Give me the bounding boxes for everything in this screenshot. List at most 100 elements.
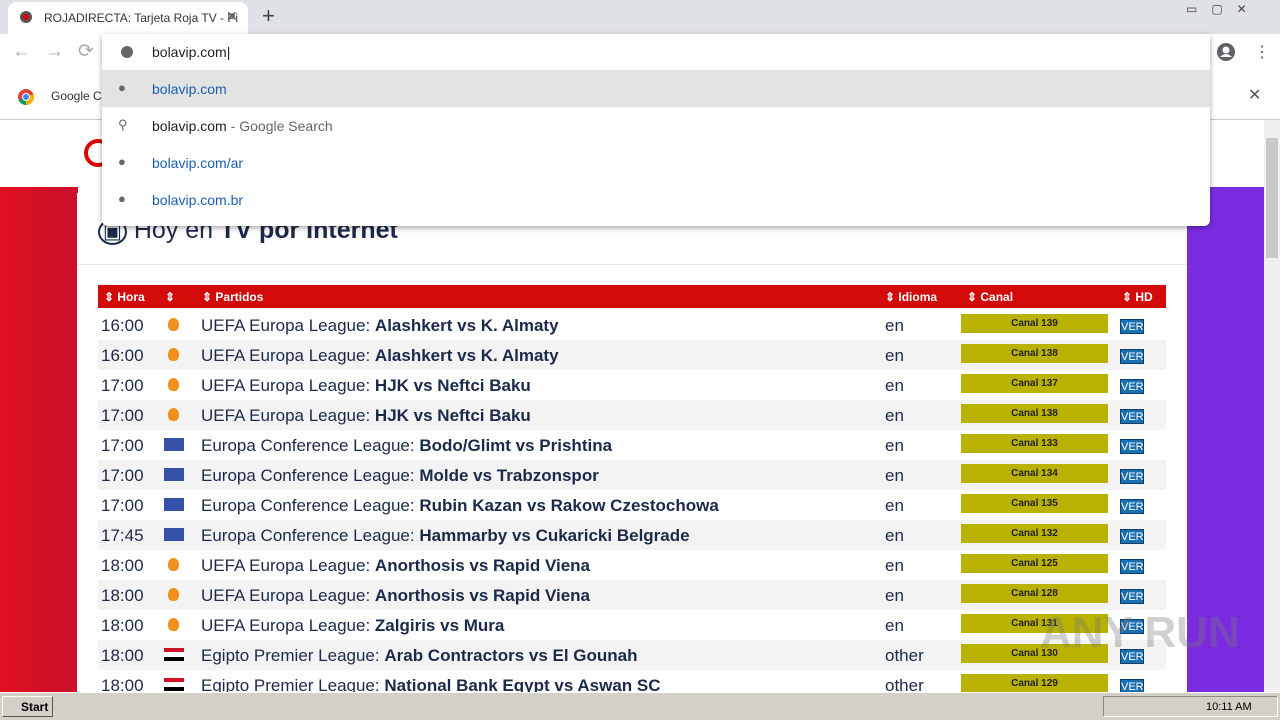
tab-title: ROJADIRECTA: Tarjeta Roja TV - Pi <box>44 11 239 25</box>
suggestion[interactable]: ⚲ bolavip.com - Google Search <box>102 107 1210 144</box>
league: UEFA Europa League: <box>201 346 371 365</box>
time: 18:00 <box>101 586 144 605</box>
match: Europa Conference League: Hammarby vs Cu… <box>201 526 690 546</box>
address-value: bolavip.com <box>152 44 227 60</box>
match-row: 17:00 UEFA Europa League: HJK vs Neftci B… <box>98 400 1166 430</box>
league-icon <box>168 408 179 421</box>
league-icon <box>168 618 179 631</box>
suggestion-suffix: .br <box>226 192 244 208</box>
match-row: 18:00 Egipto Premier League: Arab Contrac… <box>98 640 1166 670</box>
match: UEFA Europa League: Alashkert vs K. Alma… <box>201 316 559 336</box>
ver-button[interactable]: VER <box>1120 469 1144 484</box>
match-name: Anorthosis vs Rapid Viena <box>374 586 590 605</box>
watermark: ANY RUN <box>1040 608 1240 657</box>
suggestion-icon: ● <box>118 154 126 169</box>
match-row: 18:00 UEFA Europa League: Anorthosis vs R… <box>98 550 1166 580</box>
match: Egipto Premier League: Arab Contractors … <box>201 646 638 666</box>
suggestion-icon: ● <box>118 80 126 95</box>
time: 18:00 <box>101 616 144 635</box>
canal-button[interactable]: Canal 137 <box>961 374 1108 393</box>
canal-button[interactable]: Canal 138 <box>961 344 1108 363</box>
league-icon <box>164 678 184 691</box>
time: 17:45 <box>101 526 144 545</box>
column-header-text: Hora <box>117 290 145 304</box>
league-icon <box>168 348 179 361</box>
start-button[interactable]: Start <box>2 696 53 717</box>
scroll-thumb[interactable] <box>1266 138 1278 258</box>
suggestion-text: bolavip.com <box>152 192 227 208</box>
ver-button[interactable]: VER <box>1120 589 1144 604</box>
window-controls[interactable]: ▭▢✕ <box>1186 2 1261 16</box>
match: UEFA Europa League: HJK vs Neftci Baku <box>201 376 531 396</box>
ver-button[interactable]: VER <box>1120 529 1144 544</box>
time: 17:00 <box>101 436 144 455</box>
ver-button[interactable]: VER <box>1120 649 1144 664</box>
ver-button[interactable]: VER <box>1120 619 1144 634</box>
match: UEFA Europa League: Alashkert vs K. Alma… <box>201 346 559 366</box>
infobar-close[interactable]: ✕ <box>1248 87 1262 104</box>
match-name: Bodo/Glimt vs Prishtina <box>419 436 613 455</box>
time: 17:00 <box>101 466 144 485</box>
suggestion-text: bolavip.com <box>152 81 227 97</box>
canal-button[interactable]: Canal 134 <box>961 464 1108 483</box>
league: Egipto Premier League: <box>201 676 380 695</box>
column-header[interactable]: ⇕ Canal <box>967 290 1014 304</box>
start-label: Start <box>21 700 49 714</box>
match: UEFA Europa League: Anorthosis vs Rapid … <box>201 586 590 606</box>
new-tab[interactable]: + <box>262 3 275 28</box>
canal-button[interactable]: Canal 133 <box>961 434 1108 453</box>
ver-button[interactable]: VER <box>1120 559 1144 574</box>
suggestion-icon: ● <box>118 191 126 206</box>
infobar-text: Google Cl <box>51 89 105 103</box>
canal-button[interactable]: Canal 128 <box>961 584 1108 603</box>
address-text[interactable]: bolavip.com| <box>152 44 231 60</box>
nav-buttons[interactable]: ←→⟳ <box>12 41 108 62</box>
canal-button[interactable]: Canal 132 <box>961 524 1108 543</box>
suggestion[interactable]: ● bolavip.com.br <box>102 181 1210 218</box>
match-name: HJK vs Neftci Baku <box>374 376 531 395</box>
canal-button[interactable]: Canal 130 <box>961 644 1108 663</box>
suggestion-text: bolavip.com <box>152 118 227 134</box>
match-name: National Bank Egypt vs Aswan SC <box>384 676 661 695</box>
match: Egipto Premier League: National Bank Egy… <box>201 676 661 696</box>
canal-button[interactable]: Canal 131 <box>961 614 1108 633</box>
scrollbar[interactable] <box>1264 120 1280 692</box>
column-header-text: Canal <box>980 290 1014 304</box>
ver-button[interactable]: VER <box>1120 439 1144 454</box>
language: en <box>885 616 904 635</box>
column-header[interactable]: ⇕ HD <box>1122 290 1153 304</box>
league: Europa Conference League: <box>201 496 415 515</box>
time: 17:00 <box>101 406 144 425</box>
ver-button[interactable]: VER <box>1120 499 1144 514</box>
match-row: 18:00 Egipto Premier League: National Ban… <box>98 670 1166 700</box>
globe-icon <box>121 46 133 58</box>
column-header[interactable]: ⇕ Partidos <box>202 290 264 304</box>
ver-button[interactable]: VER <box>1120 319 1144 334</box>
tab[interactable]: ROJADIRECTA: Tarjeta Roja TV - Pi <box>8 2 248 34</box>
canal-button[interactable]: Canal 135 <box>961 494 1108 513</box>
suggestion[interactable]: ● bolavip.com <box>102 70 1210 107</box>
canal-button[interactable]: Canal 129 <box>961 674 1108 693</box>
language: en <box>885 526 904 545</box>
tab-close[interactable]: ✕ <box>226 8 238 24</box>
ver-button[interactable]: VER <box>1120 349 1144 364</box>
canal-button[interactable]: Canal 139 <box>961 314 1108 333</box>
match-name: Arab Contractors vs El Gounah <box>384 646 638 665</box>
match-name: Molde vs Trabzonspor <box>419 466 599 485</box>
canal-button[interactable]: Canal 138 <box>961 404 1108 423</box>
menu[interactable]: ⋮ <box>1254 44 1270 61</box>
match-row: 17:00 UEFA Europa League: HJK vs Neftci B… <box>98 370 1166 400</box>
time: 16:00 <box>101 346 144 365</box>
suggestion[interactable]: ● bolavip.com/ar <box>102 144 1210 181</box>
canal-button[interactable]: Canal 125 <box>961 554 1108 573</box>
league: UEFA Europa League: <box>201 556 371 575</box>
match-row: 18:00 UEFA Europa League: Anorthosis vs R… <box>98 580 1166 610</box>
column-header[interactable]: ⇕ Hora <box>104 290 145 304</box>
profile[interactable] <box>1216 42 1236 62</box>
ver-button[interactable]: VER <box>1120 409 1144 424</box>
time: 18:00 <box>101 556 144 575</box>
ver-button[interactable]: VER <box>1120 379 1144 394</box>
league-icon <box>164 438 184 451</box>
column-header[interactable]: ⇕ Idioma <box>885 290 938 304</box>
